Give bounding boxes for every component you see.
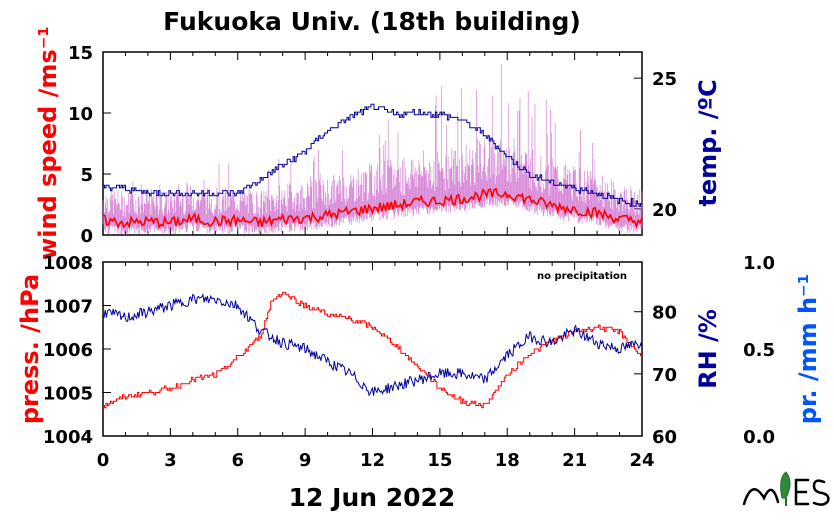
pressure-line [103, 292, 642, 409]
bottom-series [102, 292, 643, 409]
left-y-tick-label: 1007 [43, 297, 93, 318]
left-y-tick-label: 15 [68, 43, 93, 64]
x-tick-label: 15 [427, 450, 452, 471]
chart-title: Fukuoka Univ. (18th building) [163, 7, 581, 36]
bottom-panel: 0 3 6 9 12 15 18 21 24 1004 1005 1006 1007 1008 60 70 80… [16, 253, 822, 471]
left-y-tick-label: 1005 [43, 384, 93, 405]
left-y-tick-label: 5 [80, 165, 93, 186]
x-tick-label: 0 [97, 450, 110, 471]
right-y-tick-label: 60 [652, 427, 677, 448]
x-tick-label: 6 [231, 450, 244, 471]
date-label: 12 Jun 2022 [289, 483, 456, 512]
institution-logo [742, 471, 830, 506]
right-y-tick-label: 25 [652, 69, 677, 90]
left-y-tick-label: 0 [80, 226, 93, 247]
top-series [102, 64, 643, 235]
x-tick-label: 3 [164, 450, 177, 471]
relative-humidity-line [102, 293, 643, 397]
left-y-tick-label: 10 [68, 104, 93, 125]
bottom-ticks: 0 3 6 9 12 15 18 21 24 1004 1005 1006 1007 1008 60 70 80… [43, 253, 775, 471]
precip-tick-label: 0.5 [743, 340, 775, 361]
wind-axis-label: wind speed /ms⁻¹ [34, 26, 62, 260]
bottom-plot-frame [102, 261, 643, 437]
temp-axis-label: temp. /ºC [694, 79, 722, 206]
precip-tick-label: 0.0 [743, 427, 775, 448]
x-tick-label: 12 [360, 450, 385, 471]
left-y-tick-label: 1008 [43, 253, 93, 274]
x-tick-label: 18 [495, 450, 520, 471]
left-y-tick-label: 1006 [43, 340, 93, 361]
wind-speed-line [102, 187, 643, 230]
right-y-tick-label: 80 [652, 303, 677, 324]
x-tick-label: 9 [299, 450, 312, 471]
x-tick-label: 21 [562, 450, 587, 471]
no-precipitation-note: no precipitation [537, 271, 627, 282]
top-panel: 0 5 10 15 20 25 wind speed /ms⁻¹ temp. /ºC [34, 26, 722, 260]
left-y-tick-label: 1004 [43, 427, 93, 448]
precip-axis-label: pr. /mm h⁻¹ [794, 274, 822, 424]
right-y-tick-label: 70 [652, 365, 677, 386]
top-ticks: 0 5 10 15 20 25 [68, 43, 677, 247]
temperature-line [103, 103, 642, 207]
right-y-tick-label: 20 [652, 200, 677, 221]
x-tick-label: 24 [629, 450, 654, 471]
pressure-axis-label: press. /hPa [16, 274, 44, 424]
precip-tick-label: 1.0 [743, 253, 775, 274]
rh-axis-label: RH /% [694, 309, 722, 389]
